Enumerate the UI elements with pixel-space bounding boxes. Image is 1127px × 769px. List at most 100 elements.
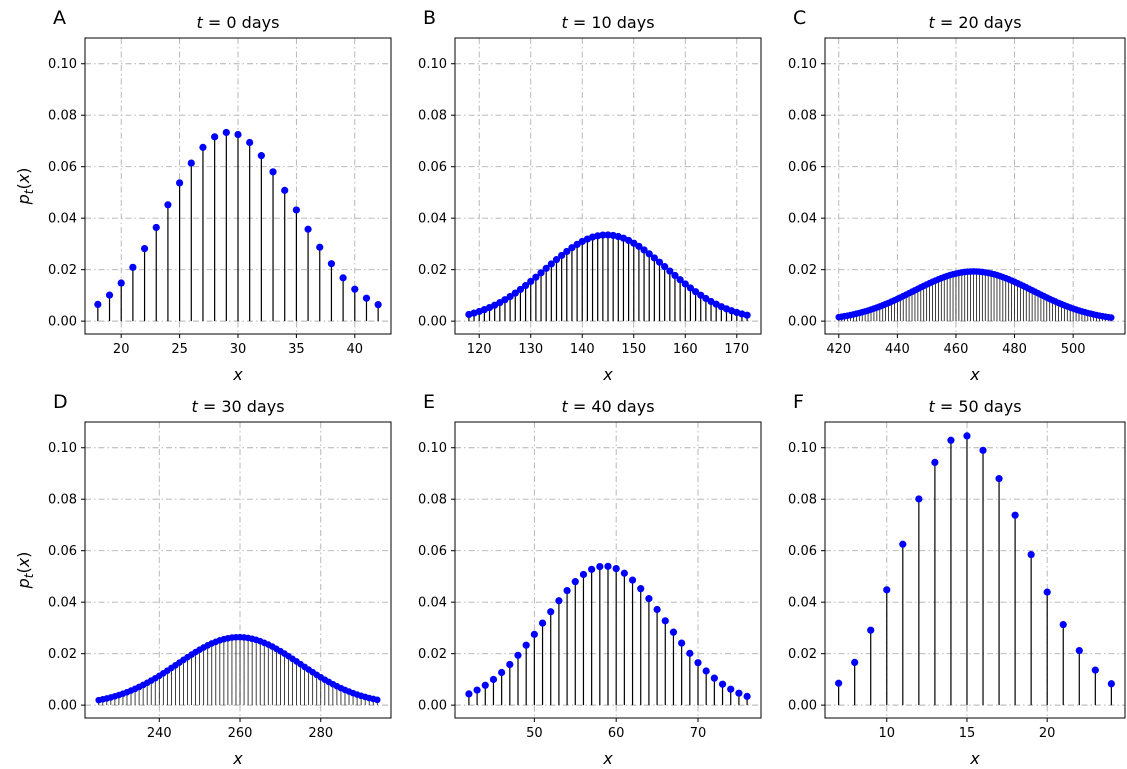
axes-frame bbox=[454, 421, 762, 719]
stem-marker bbox=[1027, 550, 1035, 559]
stem-marker bbox=[514, 651, 522, 659]
x-tick-label: 150 bbox=[621, 342, 646, 357]
stem-marker bbox=[979, 446, 987, 454]
x-tick-label: 50 bbox=[526, 726, 543, 741]
stem-marker bbox=[661, 617, 669, 625]
stem-marker bbox=[718, 680, 727, 688]
stem-marker bbox=[555, 597, 563, 605]
stem-marker bbox=[339, 274, 347, 282]
stem-marker bbox=[637, 585, 645, 593]
x-tick-label: 20 bbox=[113, 342, 130, 357]
panel-title: t = 10 days bbox=[561, 13, 654, 32]
axes-frame bbox=[454, 37, 762, 335]
stem-marker bbox=[547, 608, 555, 616]
stem-marker bbox=[571, 578, 579, 586]
panel-title: t = 30 days bbox=[191, 397, 284, 416]
stem-marker bbox=[661, 263, 669, 271]
panel-title: t = 0 days bbox=[197, 13, 280, 32]
stem-marker bbox=[481, 681, 489, 689]
panel-F: 10 15 20 0.00 0.02 0.04 0.06 0.08 0.10 x t = 50 da… bbox=[788, 391, 1126, 768]
stem-marker bbox=[292, 206, 300, 214]
stem-marker bbox=[211, 133, 219, 141]
stem-marker bbox=[362, 294, 371, 302]
stem-marker bbox=[327, 260, 336, 268]
stem-marker bbox=[511, 289, 519, 297]
y-tick-label: 0.00 bbox=[788, 315, 817, 330]
stem-marker bbox=[516, 285, 525, 294]
y-tick-label: 0.10 bbox=[48, 441, 77, 456]
stem-marker bbox=[304, 225, 312, 233]
x-tick-label: 15 bbox=[959, 726, 976, 741]
panel-letter: C bbox=[793, 7, 806, 29]
panel-title: t = 40 days bbox=[561, 397, 654, 416]
stem-marker bbox=[835, 679, 843, 687]
stem-marker bbox=[686, 649, 694, 657]
y-tick-label: 0.10 bbox=[48, 57, 77, 72]
y-tick-label: 0.02 bbox=[788, 647, 817, 662]
stem-marker bbox=[281, 186, 289, 194]
y-tick-label: 0.02 bbox=[788, 263, 817, 278]
stem-marker bbox=[645, 595, 653, 603]
stem-marker bbox=[538, 619, 547, 627]
stem-marker bbox=[702, 667, 710, 675]
y-tick-label: 0.06 bbox=[48, 544, 77, 559]
stem-marker bbox=[1107, 314, 1115, 321]
y-tick-label: 0.00 bbox=[48, 315, 77, 330]
stem-marker bbox=[635, 242, 643, 250]
stem-marker bbox=[1043, 588, 1051, 596]
x-tick-label: 70 bbox=[690, 726, 707, 741]
x-tick-label: 160 bbox=[673, 342, 698, 357]
stem-marker bbox=[640, 246, 648, 254]
stem-marker bbox=[563, 586, 571, 595]
stem-marker bbox=[995, 475, 1003, 483]
x-tick-label: 120 bbox=[467, 342, 492, 357]
x-tick-label: 20 bbox=[1039, 726, 1056, 741]
stem-marker bbox=[588, 565, 596, 573]
stem-marker bbox=[883, 586, 891, 594]
stem-marker bbox=[963, 432, 971, 440]
stem-marker bbox=[152, 223, 160, 232]
y-tick-label: 0.04 bbox=[418, 212, 447, 227]
stem-marker bbox=[628, 576, 637, 584]
x-tick-label: 60 bbox=[608, 726, 625, 741]
panel-letter: B bbox=[423, 7, 436, 29]
stem-marker bbox=[316, 243, 324, 251]
stem-marker bbox=[498, 668, 506, 677]
y-tick-label: 0.00 bbox=[418, 699, 447, 714]
x-axis-label: x bbox=[602, 749, 613, 768]
x-tick-label: 25 bbox=[171, 342, 188, 357]
stem-marker bbox=[596, 562, 604, 571]
panel-A: 20 25 30 35 40 0.00 0.02 0.04 0.06 0.08 0.10 x pt(x)… bbox=[14, 7, 392, 384]
panel-letter: D bbox=[53, 391, 68, 413]
axes-frame bbox=[824, 37, 1126, 335]
stem-marker bbox=[735, 689, 743, 697]
stem-marker bbox=[234, 130, 242, 139]
stem-marker bbox=[645, 250, 653, 258]
stem-marker bbox=[671, 271, 679, 280]
x-tick-label: 260 bbox=[228, 726, 253, 741]
x-axis-label: x bbox=[232, 365, 243, 384]
stem-marker bbox=[373, 696, 381, 704]
y-tick-label: 0.04 bbox=[48, 596, 77, 611]
y-tick-label: 0.04 bbox=[788, 596, 817, 611]
y-tick-label: 0.04 bbox=[418, 596, 447, 611]
stem-marker bbox=[117, 279, 125, 287]
panel-E: 50 60 70 0.00 0.02 0.04 0.06 0.08 0.10 x t = 40 da… bbox=[418, 391, 762, 768]
stem-marker bbox=[176, 179, 184, 187]
stem-marker bbox=[246, 138, 254, 147]
stem-marker bbox=[552, 256, 561, 264]
stem-marker bbox=[1107, 680, 1115, 688]
axes-frame bbox=[824, 421, 1126, 719]
stem-marker bbox=[931, 458, 939, 467]
stem-marker bbox=[681, 280, 689, 288]
stem-marker bbox=[915, 495, 923, 503]
x-tick-label: 35 bbox=[288, 342, 305, 357]
stem-marker bbox=[465, 690, 473, 698]
stem-marker bbox=[530, 630, 538, 638]
y-tick-label: 0.02 bbox=[48, 647, 77, 662]
x-tick-label: 420 bbox=[826, 342, 851, 357]
stem-marker bbox=[655, 258, 664, 266]
stem-marker bbox=[105, 291, 114, 299]
y-tick-label: 0.06 bbox=[418, 160, 447, 175]
